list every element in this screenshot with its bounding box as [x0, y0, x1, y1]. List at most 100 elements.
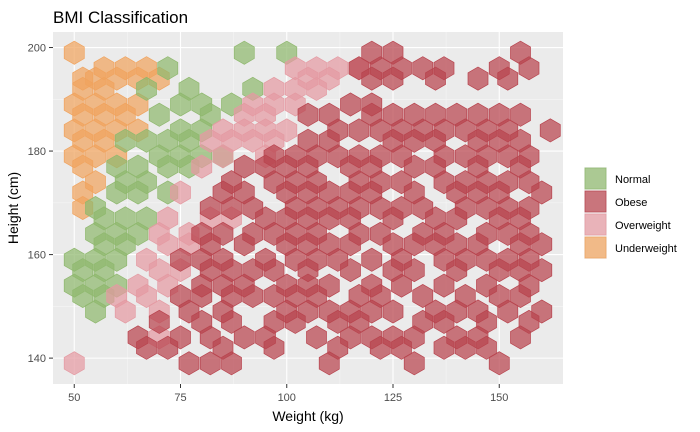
y-tick-label: 160 [28, 250, 46, 262]
hex-obese [361, 66, 383, 91]
hexbin-layer [63, 40, 561, 376]
hex-normal [233, 40, 255, 65]
hex-obese [221, 309, 242, 334]
hex-obese [191, 283, 213, 309]
hex-overweight [191, 154, 213, 179]
hex-obese [233, 154, 255, 179]
hex-underweight [72, 76, 94, 101]
hex-obese [446, 206, 468, 231]
hex-obese [488, 351, 510, 376]
hex-obese [391, 335, 412, 360]
hex-obese [497, 66, 519, 91]
hex-obese [306, 325, 327, 350]
hex-obese [340, 258, 361, 283]
hex-obese [263, 335, 285, 360]
hex-overweight [212, 144, 234, 169]
hex-obese [233, 232, 255, 257]
hex-obese [531, 258, 553, 283]
hex-obese [157, 335, 179, 360]
hex-obese [433, 273, 455, 298]
hex-obese [510, 102, 531, 127]
hex-obese [382, 206, 404, 231]
hex-obese [178, 351, 200, 376]
hex-obese [340, 232, 361, 257]
hex-normal [157, 154, 179, 179]
hex-obese [539, 118, 561, 143]
hex-underweight [72, 128, 94, 153]
hex-obese [488, 258, 510, 283]
hex-obese [433, 309, 455, 334]
hex-obese [284, 309, 306, 334]
x-tick-label: 150 [490, 392, 508, 404]
hex-obese [318, 351, 340, 376]
hex-obese [403, 258, 425, 283]
hex-normal [85, 299, 106, 324]
hex-underweight [72, 102, 94, 127]
chart-title: BMI Classification [53, 8, 188, 27]
hex-obese [170, 247, 191, 272]
hex-overweight [306, 76, 327, 101]
hex-obese [136, 335, 157, 360]
y-axis-title: Height (cm) [5, 172, 21, 244]
legend-swatch-normal [584, 167, 607, 190]
hex-normal [157, 56, 179, 81]
hex-normal [127, 180, 149, 205]
x-tick-label: 100 [278, 392, 296, 404]
hex-obese [403, 128, 425, 153]
hex-obese [433, 335, 455, 360]
hex-overweight [199, 128, 221, 153]
hex-obese [510, 283, 531, 309]
hex-underweight [93, 102, 115, 127]
hex-normal [148, 102, 170, 127]
hex-obese [297, 102, 319, 127]
hex-underweight [63, 40, 85, 65]
hex-obese [382, 299, 404, 324]
hex-underweight [114, 102, 136, 127]
hex-obese [348, 118, 370, 143]
hex-obese [454, 335, 476, 360]
hex-overweight [242, 128, 264, 153]
legend-label-normal: Normal [615, 174, 650, 186]
hex-obese [412, 283, 434, 309]
hex-obese [327, 309, 349, 334]
hex-overweight [170, 180, 191, 205]
hex-obese [369, 335, 391, 360]
hex-overweight [157, 232, 179, 257]
hex-overweight [63, 351, 85, 376]
hex-obese [263, 283, 285, 309]
hex-obese [497, 299, 519, 324]
hex-overweight [136, 283, 157, 309]
hex-obese [403, 154, 425, 179]
hex-obese [531, 180, 553, 205]
x-tick-label: 50 [68, 392, 80, 404]
hex-underweight [93, 128, 115, 153]
hex-normal [136, 128, 157, 153]
x-tick-label: 125 [384, 392, 402, 404]
legend: Normal Obese Overweight Underweight [584, 167, 677, 259]
y-tick-label: 180 [28, 146, 46, 158]
hex-obese [403, 351, 425, 376]
hex-obese [221, 351, 242, 376]
x-axis: 50 75 100 125 150 [68, 384, 508, 404]
hex-obese [518, 56, 540, 81]
hex-normal [136, 76, 157, 101]
hex-obese [425, 66, 446, 91]
hex-obese [510, 325, 531, 350]
legend-label-underweight: Underweight [615, 243, 677, 255]
hex-obese [242, 283, 264, 309]
legend-label-overweight: Overweight [615, 220, 671, 232]
hex-obese [382, 66, 404, 91]
y-axis: 140 160 180 200 [28, 43, 53, 365]
y-tick-label: 140 [28, 353, 46, 365]
hex-underweight [93, 76, 115, 101]
hex-obese [221, 195, 242, 221]
y-tick-label: 200 [28, 43, 46, 55]
hex-obese [391, 273, 412, 298]
hex-obese [476, 335, 497, 360]
x-axis-title: Weight (kg) [272, 408, 343, 424]
hex-normal [72, 283, 94, 309]
hex-obese [340, 92, 361, 117]
hex-obese [263, 258, 285, 283]
hex-underweight [72, 154, 94, 179]
hex-obese [446, 258, 468, 283]
